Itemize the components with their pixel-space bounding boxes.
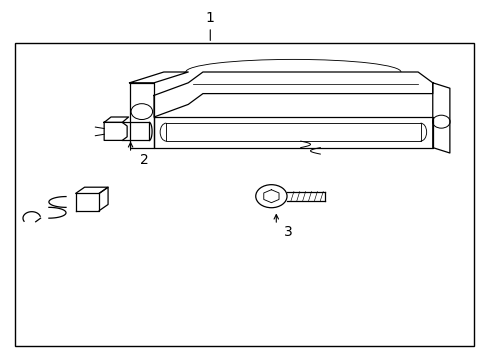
Text: 3: 3 <box>284 225 292 239</box>
Bar <box>15 43 473 346</box>
Text: 2: 2 <box>140 153 148 167</box>
Text: 1: 1 <box>205 11 214 25</box>
